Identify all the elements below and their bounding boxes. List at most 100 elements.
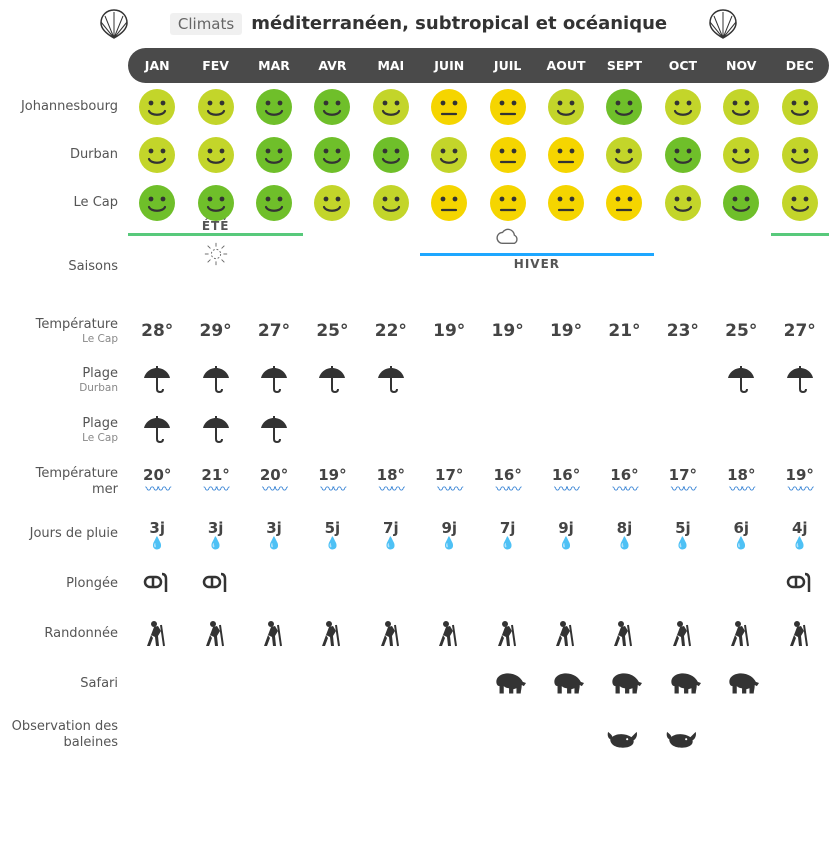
month-header: DEC <box>770 48 829 83</box>
face-cell <box>595 83 653 131</box>
safari-cell <box>595 659 653 709</box>
face-cell <box>362 83 420 131</box>
rain-cell: 3j💧 <box>128 508 186 559</box>
face-icon <box>488 183 528 223</box>
face-cell <box>420 179 478 227</box>
sea-temp: 17°〰〰 <box>435 465 463 494</box>
hiker-icon-cell <box>186 609 244 659</box>
face-icon <box>429 135 469 175</box>
face-cell <box>186 131 244 179</box>
hiker-icon <box>201 619 231 649</box>
hiker-icon <box>551 619 581 649</box>
snorkel-icon <box>142 569 172 599</box>
rain-cell: 4j💧 <box>770 508 829 559</box>
umbrella-icon-cell <box>245 405 303 455</box>
temp-cell: 25° <box>712 307 770 355</box>
sea-cell: 20°〰〰 <box>128 455 186 508</box>
face-icon <box>429 87 469 127</box>
summer-bar <box>771 233 829 236</box>
face-cell <box>478 131 536 179</box>
rain-days: 5j <box>325 519 341 537</box>
whale-cell <box>654 709 712 760</box>
month-header: JAN <box>128 48 186 83</box>
rain-cell: 7j💧 <box>478 508 536 559</box>
face-cell <box>770 83 829 131</box>
rain-cell: 3j💧 <box>186 508 244 559</box>
row-label: TempératureLe Cap <box>8 307 128 355</box>
face-cell <box>420 83 478 131</box>
sea-cell: 21°〰〰 <box>186 455 244 508</box>
hiker-icon <box>376 619 406 649</box>
umbrella-icon <box>201 365 231 395</box>
sea-temp: 17°〰〰 <box>669 465 697 494</box>
umbrella-icon-cell <box>654 405 712 455</box>
face-icon <box>254 183 294 223</box>
hiker-icon-cell <box>303 609 361 659</box>
safari-cell <box>362 659 420 709</box>
snorkel-icon-cell <box>654 559 712 609</box>
sea-temp: 21°〰〰 <box>201 465 229 494</box>
snorkel-icon-cell <box>362 559 420 609</box>
temp-value: 21° <box>608 321 640 341</box>
face-cell <box>303 83 361 131</box>
rain-days: 3j <box>266 519 282 537</box>
sea-cell: 16°〰〰 <box>537 455 595 508</box>
raindrop-icon: 💧 <box>303 537 361 549</box>
umbrella-icon-cell <box>303 355 361 405</box>
face-icon <box>312 135 352 175</box>
face-icon <box>663 87 703 127</box>
temp-cell: 19° <box>420 307 478 355</box>
month-header: JUIN <box>420 48 478 83</box>
sun-icon <box>203 241 229 267</box>
row-label: PlageDurban <box>8 355 128 405</box>
seasons-cell: ÉTÉHIVER <box>128 227 829 307</box>
face-icon <box>721 87 761 127</box>
face-cell <box>770 179 829 227</box>
sea-cell: 17°〰〰 <box>654 455 712 508</box>
rain-days: 4j <box>792 519 808 537</box>
face-icon <box>488 87 528 127</box>
wave-icon: 〰〰 <box>669 486 697 494</box>
face-icon <box>371 87 411 127</box>
face-icon <box>371 135 411 175</box>
temp-value: 19° <box>550 321 582 341</box>
sea-temp: 18°〰〰 <box>377 465 405 494</box>
umbrella-icon-cell <box>478 405 536 455</box>
face-cell <box>712 179 770 227</box>
face-icon <box>604 87 644 127</box>
raindrop-icon: 💧 <box>537 537 595 549</box>
umbrella-icon-cell <box>654 355 712 405</box>
hiker-icon <box>493 619 523 649</box>
wave-icon: 〰〰 <box>610 486 638 494</box>
face-icon <box>780 183 820 223</box>
month-header: NOV <box>712 48 770 83</box>
sea-cell: 16°〰〰 <box>595 455 653 508</box>
safari-cell <box>478 659 536 709</box>
umbrella-icon-cell <box>128 405 186 455</box>
face-icon <box>663 183 703 223</box>
wave-icon: 〰〰 <box>493 486 521 494</box>
row-label: Durban <box>8 131 128 179</box>
month-header: MAI <box>362 48 420 83</box>
row-label: Observation des baleines <box>8 709 128 760</box>
raindrop-icon: 💧 <box>595 537 653 549</box>
umbrella-icon <box>259 415 289 445</box>
sea-temp: 19°〰〰 <box>318 465 346 494</box>
umbrella-icon-cell <box>186 355 244 405</box>
snorkel-icon-cell <box>712 559 770 609</box>
rain-cell: 9j💧 <box>537 508 595 559</box>
safari-cell <box>128 659 186 709</box>
sea-cell: 18°〰〰 <box>362 455 420 508</box>
sea-cell: 16°〰〰 <box>478 455 536 508</box>
umbrella-icon-cell <box>362 405 420 455</box>
safari-cell <box>770 659 829 709</box>
hiker-icon <box>317 619 347 649</box>
rain-cell: 6j💧 <box>712 508 770 559</box>
umbrella-icon-cell <box>595 405 653 455</box>
umbrella-icon-cell <box>537 355 595 405</box>
umbrella-icon <box>785 365 815 395</box>
snorkel-icon-cell <box>128 559 186 609</box>
month-header: MAR <box>245 48 303 83</box>
raindrop-icon: 💧 <box>362 537 420 549</box>
face-cell <box>478 179 536 227</box>
